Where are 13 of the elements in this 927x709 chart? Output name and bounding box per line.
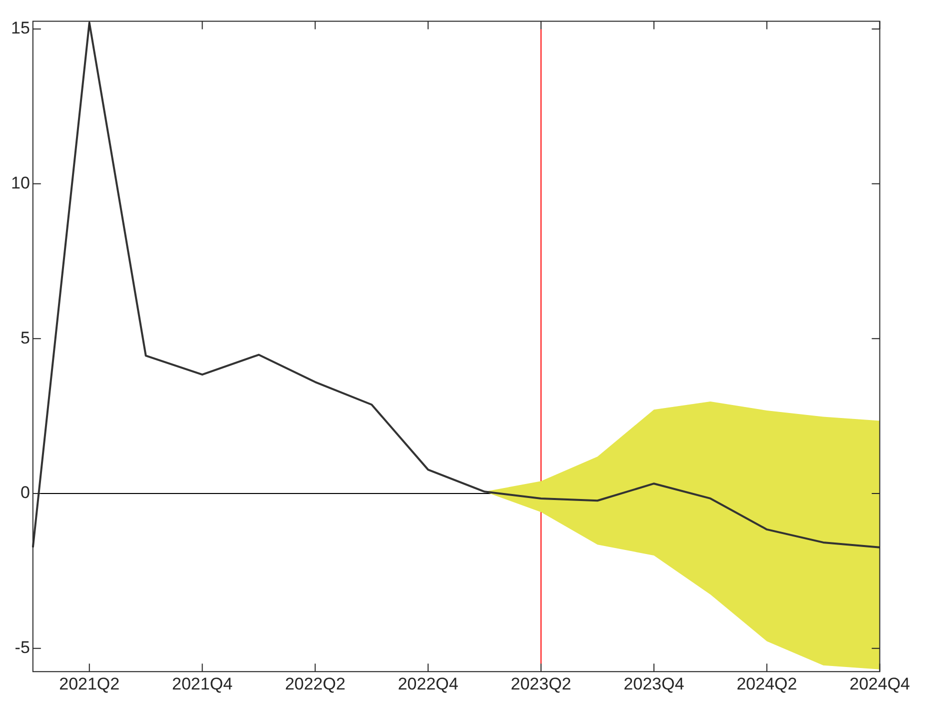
- x-tick-label: 2022Q2: [284, 674, 346, 694]
- y-tick-label: 10: [10, 173, 30, 192]
- x-tick-label: 2024Q2: [736, 674, 798, 694]
- y-tick-label: 5: [20, 328, 30, 348]
- y-tick-label: 0: [20, 483, 30, 502]
- x-tick-label: 2023Q2: [510, 674, 572, 694]
- x-tick-label: 2024Q4: [850, 674, 910, 694]
- y-tick-label: -5: [14, 638, 30, 658]
- x-tick-label: 2022Q4: [398, 674, 458, 694]
- x-tick-label: 2021Q4: [172, 674, 233, 694]
- x-tick-label: 2023Q4: [624, 674, 684, 694]
- y-tick-label: 15: [10, 18, 30, 38]
- x-tick-label: 2021Q2: [59, 674, 120, 694]
